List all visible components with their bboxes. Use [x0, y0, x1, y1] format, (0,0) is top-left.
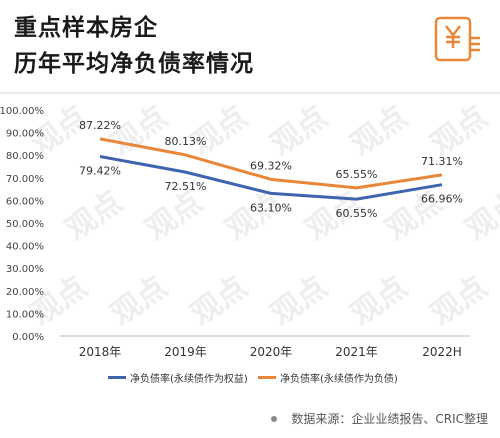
y-tick-label: 10.00% [6, 309, 44, 320]
x-axis: 2018年 2019年 2020年 2021年 2022H [60, 335, 470, 359]
data-label-1: 87.22% [79, 119, 121, 132]
watermark-glyph: 观点 [345, 99, 414, 162]
y-tick-label: 40.00% [6, 242, 44, 253]
y-tick-label: 70.00% [6, 174, 44, 185]
data-label-1: 65.55% [336, 168, 378, 181]
data-label-0: 66.96% [421, 193, 463, 206]
x-tick-label: 2018年 [79, 345, 122, 359]
y-tick-label: 50.00% [6, 219, 44, 230]
watermark-glyph: 观点 [460, 184, 500, 247]
header: 重点样本房企 历年平均净负债率情况 [0, 0, 500, 92]
legend: 净负债率(永续债作为权益) 净负债率(永续债作为负债) [0, 370, 500, 392]
watermark-glyph: 观点 [105, 269, 174, 332]
series-layer: 79.42% 72.51% 63.10% 60.55% 66.96% 87.22% 80.1… [79, 119, 463, 220]
watermark-glyph: 观点 [265, 99, 334, 162]
data-label-1: 80.13% [165, 135, 207, 148]
y-tick-label: 20.00% [6, 287, 44, 298]
series-line-0 [99, 155, 443, 201]
watermark-glyph: 观点 [265, 269, 334, 332]
data-label-1: 71.31% [421, 155, 463, 168]
bullet-dot-icon [271, 415, 278, 422]
header-divider [0, 92, 500, 94]
x-tick-label: 2021年 [335, 345, 378, 359]
legend-swatch-debt [258, 376, 276, 379]
x-tick-label: 2019年 [164, 345, 207, 359]
watermark-glyph: 观点 [25, 269, 94, 332]
title-line-2: 历年平均净负债率情况 [14, 51, 254, 77]
data-label-0: 72.51% [165, 180, 207, 193]
legend-item-debt: 净负债率(永续债作为负债) [258, 370, 398, 385]
y-tick-label: 100.00% [0, 106, 44, 117]
series-line-1 [99, 137, 443, 190]
legend-label-debt: 净负债率(永续债作为负债) [280, 374, 398, 385]
y-tick-label: 80.00% [6, 151, 44, 162]
data-label-1: 69.32% [250, 159, 292, 172]
x-tick-label: 2020年 [250, 345, 293, 359]
watermark-glyph: 观点 [185, 269, 254, 332]
data-label-0: 63.10% [250, 201, 292, 214]
watermark-glyph: 观点 [425, 99, 494, 162]
yen-document-icon [434, 16, 480, 62]
data-label-0: 60.55% [336, 207, 378, 220]
y-tick-label: 60.00% [6, 196, 44, 207]
y-tick-label: 30.00% [6, 264, 44, 275]
y-axis: 0.00% 10.00% 20.00% 30.00% 40.00% 50.00% 60.00… [0, 106, 44, 343]
legend-label-equity: 净负债率(永续债作为权益) [130, 374, 248, 385]
source-text: 数据来源：企业业绩报告、CRIC整理 [291, 412, 488, 426]
x-tick-label: 2022H [422, 345, 462, 359]
legend-item-equity: 净负债率(永续债作为权益) [108, 370, 248, 385]
y-tick-label: 0.00% [12, 332, 44, 343]
source-note: 数据来源：企业业绩报告、CRIC整理 [271, 410, 488, 427]
watermark-glyph: 观点 [425, 269, 494, 332]
watermark-glyph: 观点 [185, 99, 254, 162]
watermark-glyph: 观点 [60, 184, 129, 247]
legend-swatch-equity [108, 376, 126, 379]
title-line-1: 重点样本房企 [14, 15, 158, 41]
data-label-0: 79.42% [79, 165, 121, 178]
watermark-glyph: 观点 [140, 184, 209, 247]
watermark-glyph: 观点 [345, 269, 414, 332]
y-tick-label: 90.00% [6, 129, 44, 140]
